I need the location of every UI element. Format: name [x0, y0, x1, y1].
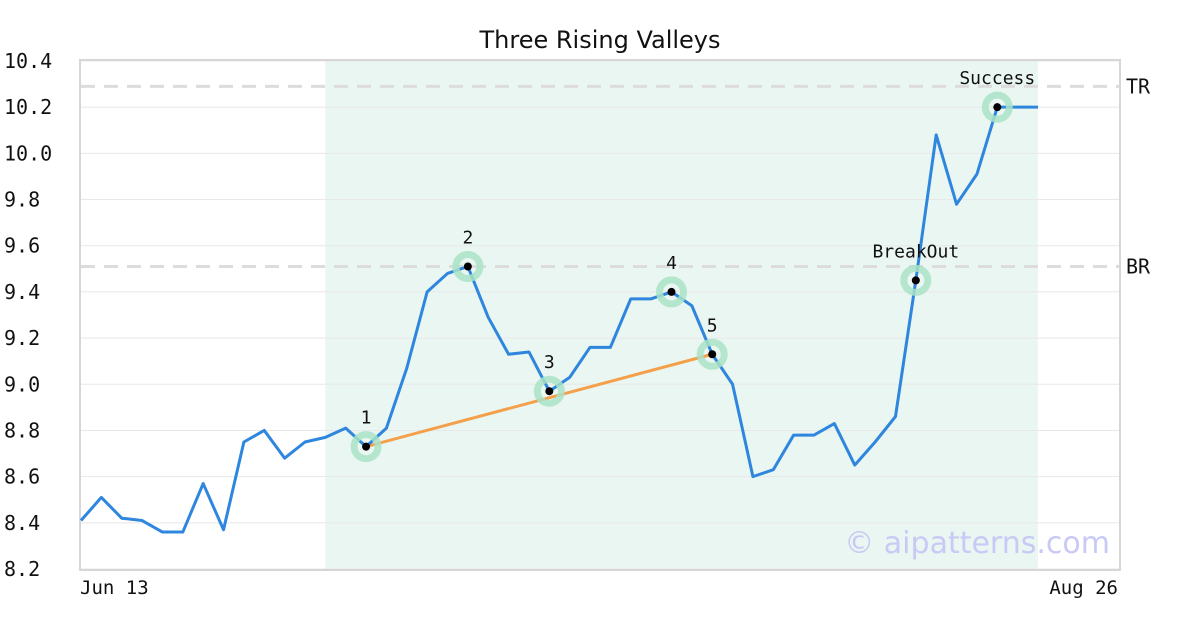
marker-dot-4: [667, 287, 676, 296]
y-tick-label: 9.0: [4, 372, 40, 396]
y-tick-label: 8.6: [4, 465, 40, 489]
y-tick-label: 9.2: [4, 326, 40, 350]
y-tick-label: 9.6: [4, 234, 40, 258]
marker-label-5: 5: [707, 315, 718, 336]
marker-label-success: Success: [959, 68, 1035, 89]
y-tick-label: 9.8: [4, 188, 40, 212]
y-tick-label: 10.4: [4, 49, 52, 73]
marker-dot-success: [993, 103, 1002, 112]
marker-halo-1: [350, 431, 382, 463]
marker-halo-3: [533, 375, 565, 407]
level-label-br: BR: [1126, 255, 1151, 279]
x-start-label: Jun 13: [80, 577, 149, 599]
y-tick-label: 10.2: [4, 95, 52, 119]
marker-halo-4: [655, 276, 687, 308]
marker-label-breakout: BreakOut: [872, 241, 959, 262]
plot-frame: [79, 59, 1121, 571]
y-tick-label: 8.8: [4, 418, 40, 442]
marker-dot-3: [545, 387, 554, 396]
y-tick-label: 9.4: [4, 280, 40, 304]
marker-halo-breakout: [900, 264, 932, 296]
chart-title: Three Rising Valleys: [478, 26, 720, 54]
y-tick-label: 8.4: [4, 511, 40, 535]
marker-dot-2: [463, 262, 472, 271]
y-tick-label: 8.2: [4, 557, 40, 581]
marker-label-4: 4: [666, 253, 677, 274]
marker-dot-1: [362, 442, 371, 451]
marker-dot-5: [708, 350, 717, 359]
marker-label-1: 1: [361, 408, 372, 429]
marker-label-3: 3: [544, 352, 555, 373]
level-label-tr: TR: [1126, 74, 1151, 98]
marker-halo-success: [981, 91, 1013, 123]
marker-halo-5: [696, 338, 728, 370]
x-end-label: Aug 26: [1049, 577, 1118, 599]
pattern-region: [325, 61, 1038, 569]
marker-dot-breakout: [911, 276, 920, 285]
marker-label-2: 2: [462, 228, 473, 249]
marker-halo-2: [452, 251, 484, 283]
y-tick-label: 10.0: [4, 141, 52, 165]
watermark: © aipatterns.com: [844, 526, 1110, 561]
